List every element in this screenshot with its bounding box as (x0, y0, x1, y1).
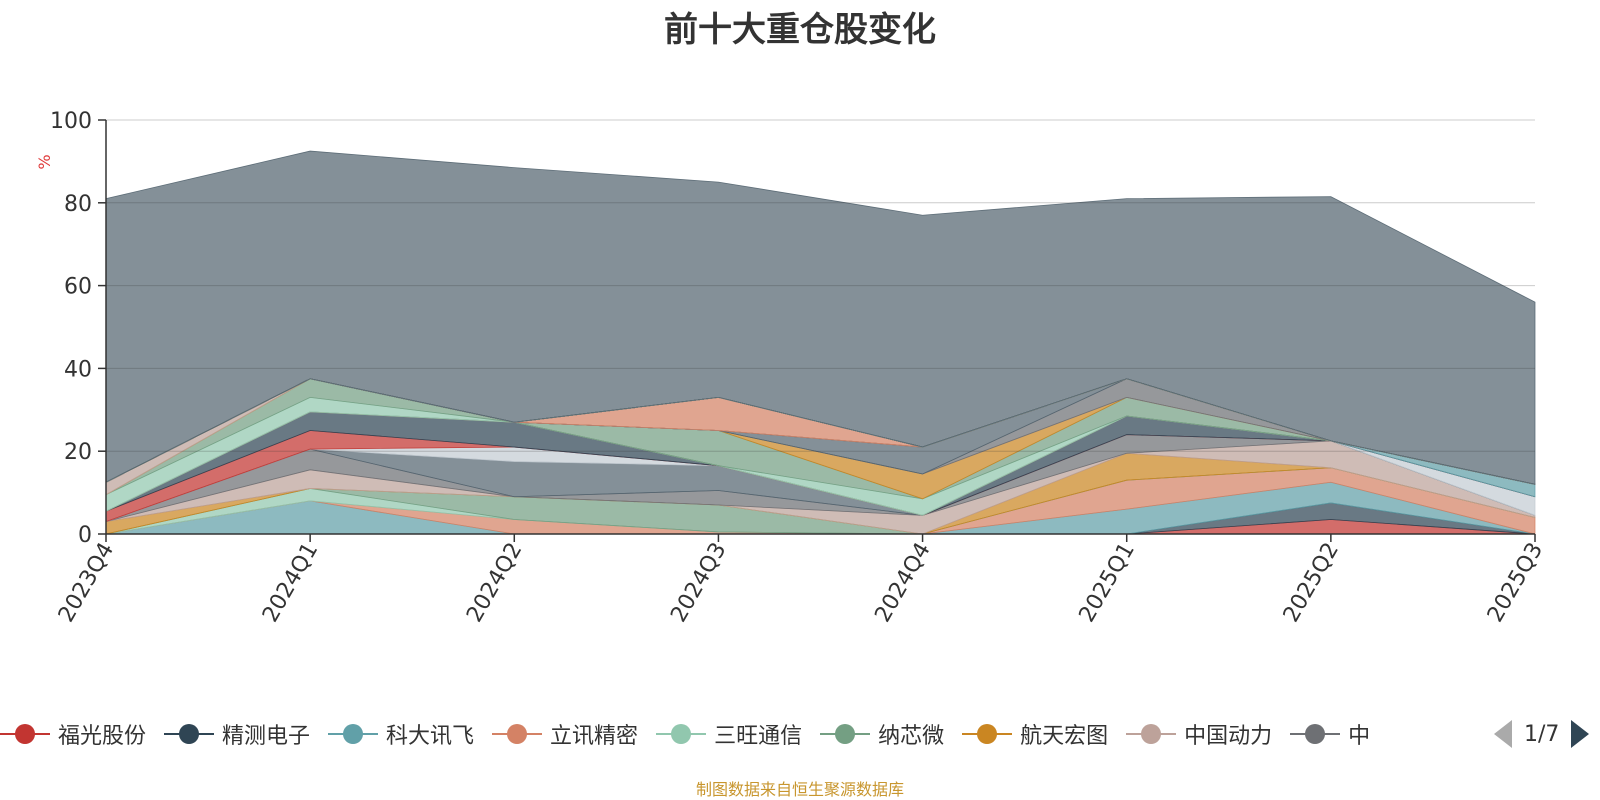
x-tick-label: 2025Q2 (1279, 539, 1344, 627)
legend-label: 福光股份 (58, 724, 147, 749)
x-tick-label: 2023Q4 (54, 539, 119, 627)
legend-item[interactable]: 精测电子 (164, 716, 310, 752)
legend-marker-icon (164, 724, 215, 744)
area-series-60 (105, 150, 1536, 485)
legend-label: 纳芯微 (878, 724, 945, 749)
legend-marker-icon (1126, 724, 1177, 744)
data-source-note: 制图数据来自恒生聚源数据库 (695, 780, 904, 799)
legend-item[interactable]: 中国动力 (1126, 716, 1272, 752)
area-series-group (105, 150, 1536, 535)
legend-item[interactable]: 中 (1290, 716, 1370, 752)
pager-prev-icon[interactable] (1494, 720, 1512, 748)
legend-marker-icon (492, 724, 543, 744)
legend-marker-icon (0, 724, 50, 744)
legend-item[interactable]: 科大讯飞 (328, 716, 474, 752)
legend-item[interactable]: 航天宏图 (962, 716, 1108, 752)
legend-label: 航天宏图 (1020, 724, 1109, 749)
y-tick-label: 60 (64, 275, 92, 300)
legend-item[interactable]: 纳芯微 (820, 716, 944, 752)
x-tick-label: 2024Q2 (462, 539, 527, 627)
y-tick-label: 0 (78, 523, 92, 548)
y-tick-label: 40 (64, 357, 92, 382)
y-tick-label: 20 (64, 440, 92, 465)
legend-marker-icon (962, 724, 1013, 744)
y-tick-label: 100 (50, 109, 92, 134)
legend-label: 精测电子 (222, 724, 311, 749)
legend: 福光股份 精测电子 科大讯飞 立讯精密 三旺通信 纳芯微 航天宏图 中国动力 中 (0, 716, 1470, 752)
pager-page-indicator: 1/7 (1524, 721, 1560, 747)
y-tick-label: 80 (64, 192, 92, 217)
legend-label: 中国动力 (1184, 724, 1273, 749)
legend-label: 立讯精密 (550, 724, 639, 749)
legend-item[interactable]: 三旺通信 (656, 716, 802, 752)
chart-title: 前十大重仓股变化 (664, 10, 936, 50)
y-axis-label: % (35, 154, 54, 169)
legend-pager: 1/7 (1494, 716, 1600, 752)
legend-marker-icon (656, 724, 707, 744)
legend-marker-icon (820, 724, 871, 744)
pager-next-icon[interactable] (1571, 720, 1590, 748)
legend-label: 三旺通信 (714, 724, 803, 749)
legend-label: 科大讯飞 (386, 724, 475, 749)
x-tick-label: 2025Q3 (1483, 539, 1548, 627)
x-tick-label: 2025Q1 (1075, 539, 1140, 627)
x-tick-label: 2024Q3 (666, 539, 731, 627)
legend-label: 中 (1348, 724, 1371, 749)
legend-marker-icon (328, 724, 379, 744)
legend-marker-icon (1290, 724, 1341, 744)
legend-item[interactable]: 立讯精密 (492, 716, 638, 752)
x-tick-label: 2024Q1 (258, 539, 323, 627)
legend-item[interactable]: 福光股份 (0, 716, 146, 752)
x-tick-label: 2024Q4 (870, 539, 935, 627)
